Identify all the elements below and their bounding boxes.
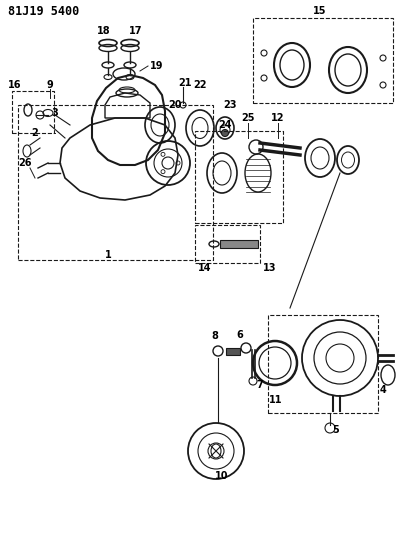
Text: 20: 20 <box>168 100 181 110</box>
Text: 24: 24 <box>218 120 231 130</box>
Text: 19: 19 <box>150 61 163 71</box>
Bar <box>220 240 257 248</box>
Text: 26: 26 <box>18 158 32 168</box>
Text: 2: 2 <box>32 128 38 138</box>
Text: 3: 3 <box>51 108 58 118</box>
Text: 8: 8 <box>211 331 218 341</box>
Bar <box>252 18 392 103</box>
Text: 5: 5 <box>332 425 339 435</box>
Bar <box>226 348 239 355</box>
Text: 14: 14 <box>198 263 211 273</box>
Text: 18: 18 <box>97 26 111 36</box>
Text: 6: 6 <box>236 330 243 340</box>
Text: 10: 10 <box>215 471 228 481</box>
Bar <box>12 91 54 133</box>
Circle shape <box>221 130 228 136</box>
Bar <box>267 315 377 413</box>
Text: 17: 17 <box>129 26 143 36</box>
Text: 4: 4 <box>379 385 386 395</box>
Text: 25: 25 <box>241 113 254 123</box>
Text: 7: 7 <box>256 380 263 390</box>
Text: 11: 11 <box>269 395 282 405</box>
Text: 1: 1 <box>104 250 111 260</box>
Text: 21: 21 <box>178 78 191 88</box>
Text: 16: 16 <box>8 80 22 90</box>
Text: 23: 23 <box>223 100 236 110</box>
Text: 12: 12 <box>271 113 284 123</box>
Text: 81J19 5400: 81J19 5400 <box>8 4 79 18</box>
Text: 15: 15 <box>313 6 326 16</box>
Text: 13: 13 <box>262 263 276 273</box>
Bar <box>18 105 213 260</box>
Text: 22: 22 <box>193 80 206 90</box>
Bar <box>194 225 259 263</box>
Text: 9: 9 <box>47 80 53 90</box>
Bar <box>194 131 282 223</box>
